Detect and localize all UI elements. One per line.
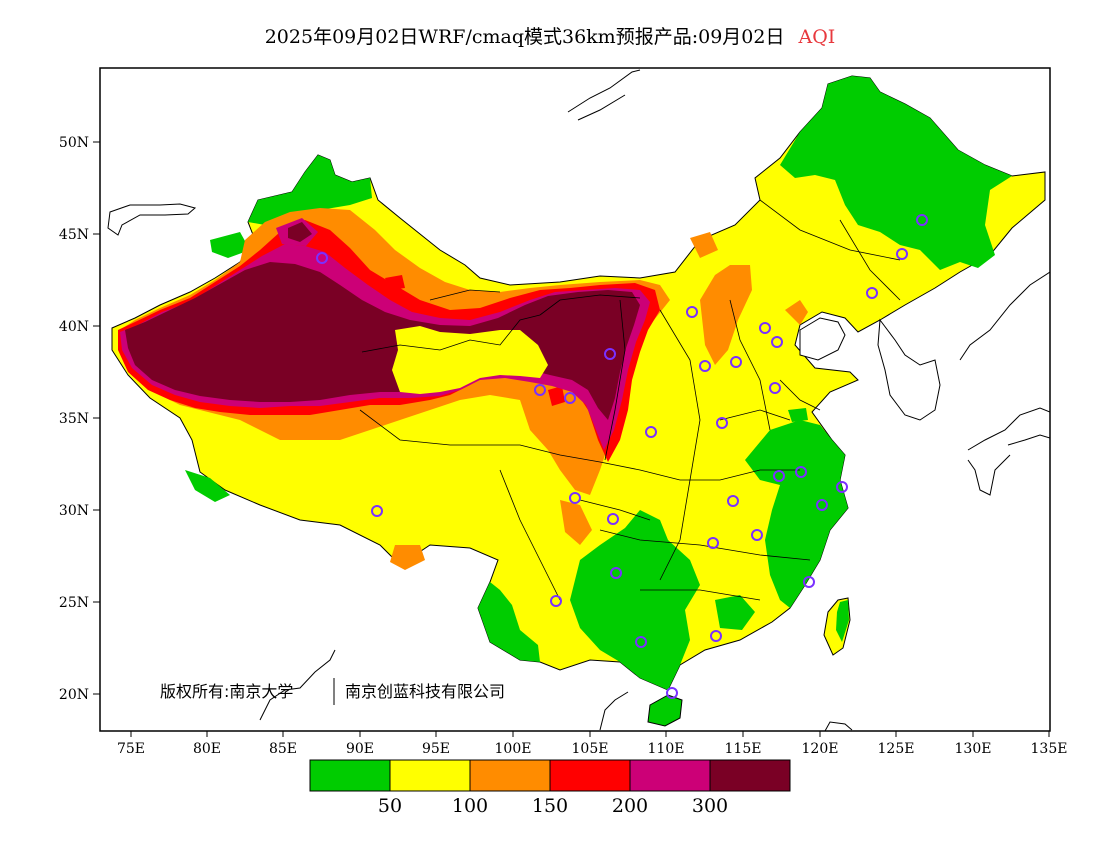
lon-label-120e: 120E xyxy=(802,741,839,757)
legend-swatch-moderate xyxy=(389,759,471,792)
copyright-right: 南京创蓝科技有限公司 xyxy=(345,682,505,701)
map-title-text: 2025年09月02日WRF/cmaq模式36km预报产品:09月02日 xyxy=(264,26,785,48)
aqi-zones-good xyxy=(185,76,1012,690)
legend-swatch-unhealthy xyxy=(549,759,631,792)
lon-label-110e: 110E xyxy=(648,741,685,757)
lon-label-125e: 125E xyxy=(878,741,915,757)
lon-axis: 75E 80E 85E 90E 95E 100E 105E 110E 115E … xyxy=(117,731,1068,757)
map-plot-area: 版权所有:南京大学 南京创蓝科技有限公司 xyxy=(107,69,1050,731)
copyright-left: 版权所有:南京大学 xyxy=(160,682,293,701)
legend-swatch-usg xyxy=(469,759,551,792)
lat-label-30n: 30N xyxy=(59,503,89,519)
legend: 50 100 150 200 300 xyxy=(309,759,791,817)
station-markers xyxy=(316,214,928,699)
lon-label-130e: 130E xyxy=(955,741,992,757)
neighbor-coastlines xyxy=(107,69,1050,731)
map-title: 2025年09月02日WRF/cmaq模式36km预报产品:09月02日 AQI xyxy=(0,22,1100,49)
legend-label-50: 50 xyxy=(378,795,402,817)
bohai-sea xyxy=(799,317,846,361)
legend-label-150: 150 xyxy=(532,795,568,817)
legend-swatch-very-unhealthy xyxy=(629,759,711,792)
lon-label-85e: 85E xyxy=(269,741,297,757)
legend-label-200: 200 xyxy=(612,795,648,817)
legend-label-300: 300 xyxy=(692,795,728,817)
lon-label-80e: 80E xyxy=(193,741,221,757)
lat-axis: 20N 25N 30N 35N 40N 45N 50N xyxy=(59,135,100,703)
lat-label-40n: 40N xyxy=(59,319,89,335)
aqi-zone-taiwan-good xyxy=(836,600,849,642)
map-frame xyxy=(99,67,1051,732)
aqi-zone-hainan xyxy=(647,694,683,727)
lon-label-95e: 95E xyxy=(422,741,450,757)
map-metric-label: AQI xyxy=(798,26,836,48)
legend-label-100: 100 xyxy=(452,795,488,817)
lat-label-35n: 35N xyxy=(59,411,89,427)
lat-label-45n: 45N xyxy=(59,227,89,243)
legend-swatch-good xyxy=(309,759,391,792)
lon-label-135e: 135E xyxy=(1031,741,1068,757)
lon-label-100e: 100E xyxy=(495,741,532,757)
lat-label-25n: 25N xyxy=(59,595,89,611)
lon-label-115e: 115E xyxy=(725,741,762,757)
lat-label-20n: 20N xyxy=(59,687,89,703)
legend-swatch-hazardous xyxy=(709,759,791,792)
lon-label-105e: 105E xyxy=(572,741,609,757)
lat-label-50n: 50N xyxy=(59,135,89,151)
lon-label-75e: 75E xyxy=(117,741,145,757)
province-borders xyxy=(359,199,901,601)
aqi-zone-moderate-central xyxy=(392,326,548,394)
aqi-zones-hazardous xyxy=(125,222,640,420)
lon-label-90e: 90E xyxy=(346,741,374,757)
